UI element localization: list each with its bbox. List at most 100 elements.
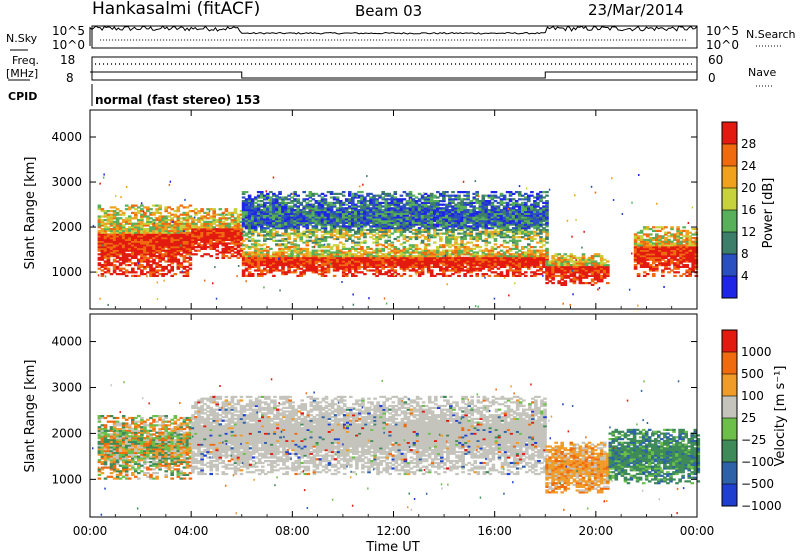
power-echo-region [545, 253, 610, 286]
freq-frame [91, 56, 698, 81]
velocity-y-label: Slant Range [km] [23, 360, 38, 473]
power-speckle [92, 173, 694, 308]
nave-tick-top: 60 [708, 53, 723, 67]
colorbar-segment [722, 254, 737, 277]
nsky-label: N.Sky [6, 32, 38, 45]
freq-trace [90, 71, 697, 79]
nsearch-tick-bottom: 10^0 [706, 38, 739, 52]
colorbar-segment [722, 166, 737, 189]
nsearch-tick-top: 10^5 [706, 24, 739, 38]
freq-tick-top: 18 [60, 53, 75, 67]
cpid-text: normal (fast stereo) 153 [95, 93, 261, 107]
station-title: Hankasalmi (fitACF) [92, 0, 260, 19]
cpid-panel: CPID normal (fast stereo) 153 [8, 84, 261, 107]
colorbar-segment [722, 352, 737, 375]
power-panel: 4000 3000 2000 1000 Slant Range [km] 28 24 20… [23, 109, 776, 310]
cpid-label: CPID [8, 90, 37, 103]
y-tick-label: 2000 [51, 426, 82, 440]
colorbar-segment [722, 418, 737, 441]
colorbar-tick-label: −25 [741, 433, 766, 447]
y-tick-label: 4000 [51, 130, 82, 144]
colorbar-tick-label: 100 [741, 389, 764, 403]
freq-panel: 18 8 60 0 Freq. [MHz] Nave [6, 53, 776, 87]
power-y-ticks: 4000 3000 2000 1000 [51, 130, 697, 279]
x-tick-label: 16:00 [477, 524, 512, 538]
colorbar-segment [722, 374, 737, 397]
power-echo-region [241, 244, 549, 277]
colorbar-tick-label: 16 [741, 203, 756, 217]
colorbar-tick-label: −500 [741, 477, 774, 491]
nsky-panel: 10^5 10^0 10^5 10^0 N.Sky N.Search [6, 24, 796, 52]
x-tick-label: 12:00 [376, 524, 411, 538]
nsky-trace [89, 25, 698, 46]
power-echo-region [633, 226, 699, 277]
colorbar-tick-label: 1000 [741, 345, 772, 359]
freq-unit-label: [MHz] [6, 67, 38, 80]
x-tick-label: 00:00 [680, 524, 715, 538]
colorbar-segment [722, 484, 737, 507]
colorbar-segment [722, 462, 737, 485]
nave-tick-bottom: 0 [708, 71, 716, 85]
nsky-tick-bottom: 10^0 [52, 38, 85, 52]
colorbar-tick-label: 4 [741, 269, 749, 283]
colorbar-segment [722, 188, 737, 211]
time-axis: 00:00 04:00 08:00 12:00 16:00 20:00 00:00 [73, 110, 715, 538]
colorbar-segment [722, 232, 737, 255]
colorbar-tick-label: 24 [741, 159, 756, 173]
colorbar-tick-label: 500 [741, 367, 764, 381]
colorbar-segment [722, 330, 737, 353]
colorbar-tick-label: 12 [741, 225, 756, 239]
nsky-data [89, 25, 698, 46]
velocity-colorbar: 1000 500 100 25 −25 −100 −500 −1000 [721, 329, 782, 513]
velocity-panel: 4000 3000 2000 1000 Slant Range [km] 1000 50… [23, 313, 788, 518]
power-heatmap [92, 173, 699, 308]
colorbar-segment [722, 122, 737, 145]
colorbar-segment [722, 210, 737, 233]
x-tick-label: 00:00 [73, 524, 108, 538]
freq-label: Freq. [12, 54, 39, 67]
colorbar-tick-label: 8 [741, 247, 749, 261]
power-colorbar: 28 24 20 16 12 8 4 [721, 121, 756, 299]
colorbar-segment [722, 396, 737, 419]
y-tick-label: 4000 [51, 335, 82, 349]
time-axis-label: Time UT [365, 540, 419, 554]
date-title: 23/Mar/2014 [588, 1, 684, 19]
colorbar-tick-label: −1000 [741, 499, 782, 513]
power-y-label: Slant Range [km] [23, 157, 38, 270]
velocity-y-ticks: 4000 3000 2000 1000 [51, 335, 697, 486]
x-tick-label: 04:00 [174, 524, 209, 538]
colorbar-tick-label: 25 [741, 411, 756, 425]
velocity-echo-region [97, 415, 193, 480]
colorbar-tick-label: −100 [741, 455, 774, 469]
nsky-tick-top: 10^5 [52, 24, 85, 38]
y-tick-label: 1000 [51, 472, 82, 486]
nsearch-label: N.Search [746, 28, 796, 41]
velocity-speckle [92, 378, 685, 516]
velocity-heatmap [92, 378, 701, 516]
power-echo-region [241, 191, 549, 246]
velocity-colorbar-label: Velocity [m s⁻¹] [773, 366, 788, 467]
nave-label: Nave [748, 66, 776, 79]
colorbar-tick-label: 20 [741, 181, 756, 195]
beam-title: Beam 03 [355, 2, 422, 20]
velocity-echo-region [191, 395, 547, 476]
y-tick-label: 3000 [51, 175, 82, 189]
colorbar-tick-label: 28 [741, 137, 756, 151]
x-tick-label: 08:00 [275, 524, 310, 538]
y-tick-label: 3000 [51, 380, 82, 394]
x-tick-label: 20:00 [579, 524, 614, 538]
colorbar-segment [722, 440, 737, 463]
power-echo-region [97, 204, 193, 277]
velocity-echo-region [608, 428, 701, 485]
colorbar-segment [722, 276, 737, 299]
y-tick-label: 2000 [51, 220, 82, 234]
power-echo-region [191, 208, 244, 259]
freq-tick-bottom: 8 [66, 71, 74, 85]
power-colorbar-label: Power [dB] [761, 178, 776, 249]
freq-data [90, 63, 697, 79]
nsky-frame [91, 25, 698, 49]
velocity-echo-region [545, 441, 610, 494]
y-tick-label: 1000 [51, 265, 82, 279]
colorbar-segment [722, 144, 737, 167]
